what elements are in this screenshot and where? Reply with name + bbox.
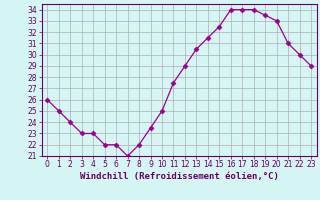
X-axis label: Windchill (Refroidissement éolien,°C): Windchill (Refroidissement éolien,°C) (80, 172, 279, 181)
